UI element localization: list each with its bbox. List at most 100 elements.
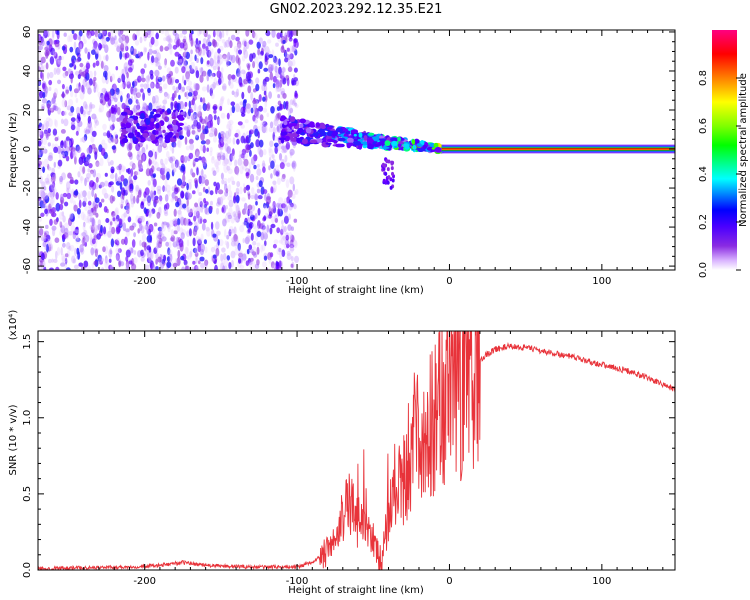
- spectrogram-noise-cell: [62, 192, 68, 198]
- spectrogram-noise-cell: [242, 238, 245, 244]
- spectrogram-noise-cell: [247, 63, 251, 71]
- spectrogram-band-cell: [384, 140, 391, 147]
- spectrogram-noise-cell: [187, 92, 193, 97]
- spectrogram-noise-cell: [206, 228, 211, 237]
- spectrogram-noise-cell: [246, 217, 251, 224]
- spectrogram-noise-cell: [194, 157, 199, 162]
- spectrogram-noise-cell: [193, 178, 198, 184]
- spectrogram-noise-cell: [62, 215, 66, 223]
- spectrogram-noise-cell: [220, 112, 226, 119]
- spectrogram-noise-cell: [206, 38, 211, 47]
- spectrogram-noise-cell: [252, 114, 256, 122]
- spectrogram-noise-cell: [110, 160, 114, 166]
- spectrogram-noise-cell: [149, 69, 154, 76]
- spectrogram-y-tick-label: 0: [22, 146, 33, 152]
- spectrogram-band-cell: [394, 145, 398, 149]
- spectrogram-noise-cell: [87, 110, 91, 116]
- spectrogram-noise-cell: [290, 256, 294, 262]
- spectrogram-noise-cell: [269, 227, 273, 235]
- spectrogram-noise-cell: [186, 192, 192, 200]
- spectrogram-noise-cell: [213, 55, 217, 64]
- spectrogram-noise-cell: [291, 193, 296, 199]
- spectrogram-noise-cell: [41, 39, 45, 47]
- spectrogram-noise-cell: [49, 107, 55, 113]
- spectrogram-noise-cell: [73, 33, 78, 41]
- spectrogram-noise-cell: [175, 86, 180, 93]
- spectrogram-noise-cell: [293, 38, 297, 48]
- spectrogram-noise-cell: [156, 233, 161, 242]
- spectrogram-noise-cell: [287, 60, 293, 68]
- spectrogram-noise-cell: [124, 228, 130, 233]
- spectrogram-noise-cell: [65, 186, 71, 192]
- spectrogram-noise-cell: [119, 201, 125, 207]
- spectrogram-noise-cell: [262, 216, 266, 222]
- spectrogram-noise-cell: [62, 111, 67, 116]
- spectrogram-noise-cell: [285, 34, 288, 43]
- spectrogram-noise-cell: [173, 163, 178, 173]
- spectrogram-noise-cell: [157, 189, 161, 195]
- spectrogram-noise-cell: [178, 82, 182, 91]
- spectrogram-noise-cell: [209, 150, 213, 157]
- spectrogram-band-cell: [335, 127, 343, 133]
- spectrogram-noise-cell: [256, 168, 262, 176]
- spectrogram-noise-cell: [55, 266, 60, 270]
- spectrogram-noise-cell: [70, 124, 76, 131]
- spectrogram-noise-cell: [253, 253, 258, 258]
- spectrogram-band-cell: [289, 116, 296, 122]
- spectrogram-y-tick-label: 20: [22, 104, 33, 117]
- spectrogram-noise-cell: [208, 50, 213, 59]
- spectrogram-noise-cell: [41, 103, 46, 112]
- spectrogram-noise-cell: [114, 137, 119, 145]
- spectrogram-noise-cell: [78, 262, 84, 267]
- spectrogram-noise-cell: [234, 132, 239, 138]
- spectrogram-noise-cell: [195, 265, 200, 270]
- spectrogram-noise-cell: [199, 67, 202, 73]
- spectrogram-band-cell: [326, 138, 335, 142]
- spectrogram-streak-cell: [386, 167, 390, 172]
- spectrogram-noise-cell: [127, 59, 133, 67]
- spectrogram-noise-cell: [180, 163, 186, 172]
- spectrogram-noise-cell: [80, 175, 83, 184]
- spectrogram-noise-cell: [53, 146, 58, 153]
- spectrogram-noise-cell: [143, 242, 147, 251]
- spectrogram-noise-cell: [105, 54, 109, 62]
- spectrogram-noise-cell: [53, 258, 58, 263]
- spectrogram-noise-cell: [87, 206, 92, 215]
- spectrogram-noise-cell: [138, 151, 141, 161]
- spectrogram-noise-cell: [139, 239, 142, 247]
- spectrogram-noise-cell: [78, 156, 84, 165]
- spectrogram-noise-cell: [130, 202, 134, 208]
- spectrogram-noise-cell: [237, 121, 243, 126]
- spectrogram-noise-cell: [263, 189, 268, 195]
- spectrogram-noise-cell: [180, 156, 185, 162]
- spectrogram-noise-cell: [111, 145, 116, 150]
- spectrogram-band-cell: [315, 131, 319, 138]
- spectrogram-noise-cell: [195, 151, 200, 160]
- spectrogram-noise-cell: [196, 167, 199, 176]
- spectrogram-noise-cell: [180, 232, 185, 240]
- spectrogram-noise-cell: [249, 214, 255, 221]
- spectrogram-noise-cell: [183, 126, 189, 131]
- spectrogram-noise-cell: [62, 66, 67, 72]
- spectrogram-noise-cell: [217, 239, 220, 246]
- spectrogram-noise-cell: [133, 257, 138, 264]
- spectrogram-noise-cell: [171, 76, 176, 82]
- spectrogram-noise-cell: [74, 93, 78, 98]
- spectrogram-noise-cell: [279, 250, 283, 259]
- spectrogram-noise-cell: [91, 49, 96, 55]
- spectrogram-noise-cell: [110, 30, 114, 39]
- spectrogram-noise-cell: [66, 181, 71, 190]
- spectrogram-noise-cell: [243, 221, 248, 226]
- spectrogram-noise-cell: [95, 225, 100, 231]
- spectrogram-noise-cell: [110, 106, 114, 114]
- spectrogram-noise-cell: [120, 203, 124, 209]
- spectrogram-noise-cell: [115, 247, 121, 254]
- spectrogram-noise-cell: [235, 204, 240, 214]
- spectrogram-noise-cell: [230, 217, 235, 224]
- spectrogram-noise-cell: [123, 178, 129, 187]
- spectrogram-noise-cell: [278, 247, 282, 253]
- spectrogram-noise-cell: [57, 59, 62, 65]
- spectrogram-noise-cell: [270, 173, 273, 179]
- spectrogram-noise-cell: [141, 72, 144, 81]
- spectrogram-noise-cell: [146, 225, 150, 235]
